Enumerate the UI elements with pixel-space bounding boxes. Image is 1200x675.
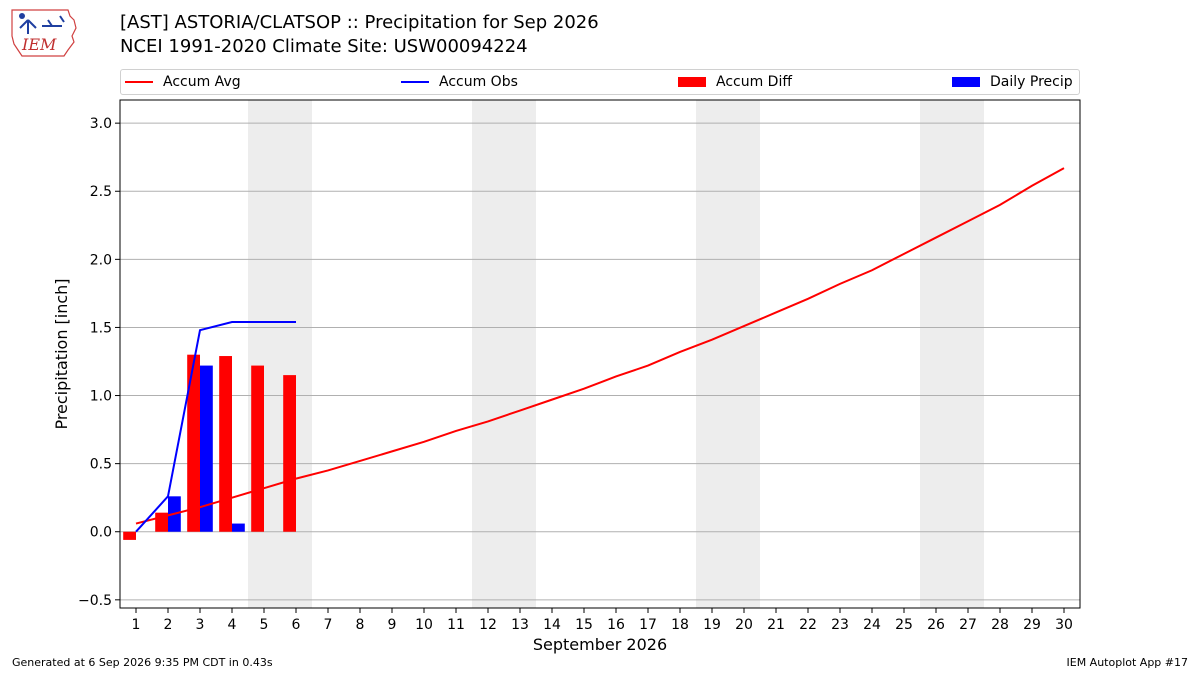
x-tick-label: 30 (1055, 617, 1073, 633)
x-tick-label: 26 (927, 617, 945, 633)
x-tick-label: 15 (575, 617, 593, 633)
weekend-shading (248, 100, 984, 608)
x-tick-label: 28 (991, 617, 1009, 633)
x-tick-label: 19 (703, 617, 721, 633)
x-tick-label: 14 (543, 617, 561, 633)
weekend-band-13 (504, 100, 536, 608)
accum-diff-bar (219, 356, 232, 532)
accum-obs-line (135, 320, 296, 533)
weekend-band-6 (280, 100, 312, 608)
y-gridlines (120, 122, 1080, 601)
accum-diff-bar (187, 354, 200, 532)
y-axis-label: Precipitation [inch] (52, 278, 71, 429)
iem-logo: IEM (11, 9, 77, 57)
accum-diff-bar (283, 375, 296, 532)
weekend-band-26 (920, 100, 952, 608)
bars-layer (123, 354, 296, 540)
legend-swatch-accum-diff (678, 77, 706, 87)
weekend-band-27 (952, 100, 984, 608)
accum-diff-bar (123, 531, 136, 540)
x-tick-label: 9 (388, 617, 397, 633)
legend-label-accum-avg: Accum Avg (163, 74, 241, 90)
y-tick-label: 1.0 (90, 389, 112, 405)
x-tick-label: 8 (356, 617, 365, 633)
x-tick-label: 20 (735, 617, 753, 633)
x-tick-label: 3 (196, 617, 205, 633)
x-tick-label: 11 (447, 617, 465, 633)
legend-label-accum-obs: Accum Obs (439, 74, 518, 90)
x-tick-label: 10 (415, 617, 433, 633)
y-tick-label: 2.0 (90, 252, 112, 268)
x-tick-label: 21 (767, 617, 785, 633)
legend-label-accum-diff: Accum Diff (716, 74, 793, 90)
legend-swatch-daily-precip (952, 77, 980, 87)
plot-frame (119, 99, 1081, 609)
y-tick-label: 2.5 (90, 184, 112, 200)
y-tick-label: 0.0 (90, 525, 112, 541)
y-tick-label: 0.5 (90, 457, 112, 473)
legend-swatch-accum-obs (401, 81, 429, 83)
daily-precip-bar (168, 496, 181, 532)
x-axis-label: September 2026 (533, 635, 667, 654)
weekend-band-5 (248, 100, 280, 608)
weather-station-icon (19, 15, 65, 34)
x-tick-label: 29 (1023, 617, 1041, 633)
weekend-band-19 (696, 100, 728, 608)
chart-subtitle: NCEI 1991-2020 Climate Site: USW00094224 (120, 36, 528, 57)
x-tick-label: 13 (511, 617, 529, 633)
daily-precip-bar (200, 365, 213, 532)
y-tick-label: 3.0 (90, 116, 112, 132)
x-tick-label: 25 (895, 617, 913, 633)
sun-icon (19, 13, 25, 19)
x-tick-label: 23 (831, 617, 849, 633)
daily-precip-bar (232, 523, 245, 532)
weekend-band-20 (728, 100, 760, 608)
accum-diff-bar (251, 365, 264, 532)
chart-title: [AST] ASTORIA/CLATSOP :: Precipitation f… (120, 12, 599, 33)
legend-item-daily-precip: Daily Precip (952, 70, 1073, 94)
footer-app-text: IEM Autoplot App #17 (1066, 656, 1189, 669)
legend-swatch-accum-avg (125, 81, 153, 83)
legend-item-accum-diff: Accum Diff (678, 70, 792, 94)
x-tick-label: 12 (479, 617, 497, 633)
legend-item-accum-avg: Accum Avg (125, 70, 241, 94)
x-tick-label: 1 (132, 617, 141, 633)
accum-diff-bar (155, 512, 168, 532)
x-tick-label: 24 (863, 617, 881, 633)
axes-layer: −0.50.00.51.01.52.02.53.01 2 3 4 5 6 7 8 9 10 11 12… (78, 116, 1073, 633)
logo-text: IEM (21, 35, 57, 54)
lines-layer (135, 167, 1065, 533)
x-tick-label: 18 (671, 617, 689, 633)
weekend-band-12 (472, 100, 504, 608)
y-tick-label: −0.5 (78, 593, 112, 609)
legend: Accum Avg Accum Obs Accum Diff Daily Pre… (120, 69, 1080, 95)
x-tick-label: 7 (324, 617, 333, 633)
y-tick-label: 1.5 (90, 320, 112, 336)
x-tick-label: 2 (164, 617, 173, 633)
x-tick-label: 5 (260, 617, 269, 633)
legend-label-daily-precip: Daily Precip (990, 74, 1073, 90)
x-tick-label: 17 (639, 617, 657, 633)
x-tick-label: 27 (959, 617, 977, 633)
accum-avg-line (135, 167, 1065, 525)
x-tick-label: 4 (228, 617, 237, 633)
x-tick-label: 16 (607, 617, 625, 633)
legend-item-accum-obs: Accum Obs (401, 70, 518, 94)
x-tick-label: 6 (292, 617, 301, 633)
x-tick-label: 22 (799, 617, 817, 633)
footer-generated-text: Generated at 6 Sep 2026 9:35 PM CDT in 0… (12, 656, 273, 669)
